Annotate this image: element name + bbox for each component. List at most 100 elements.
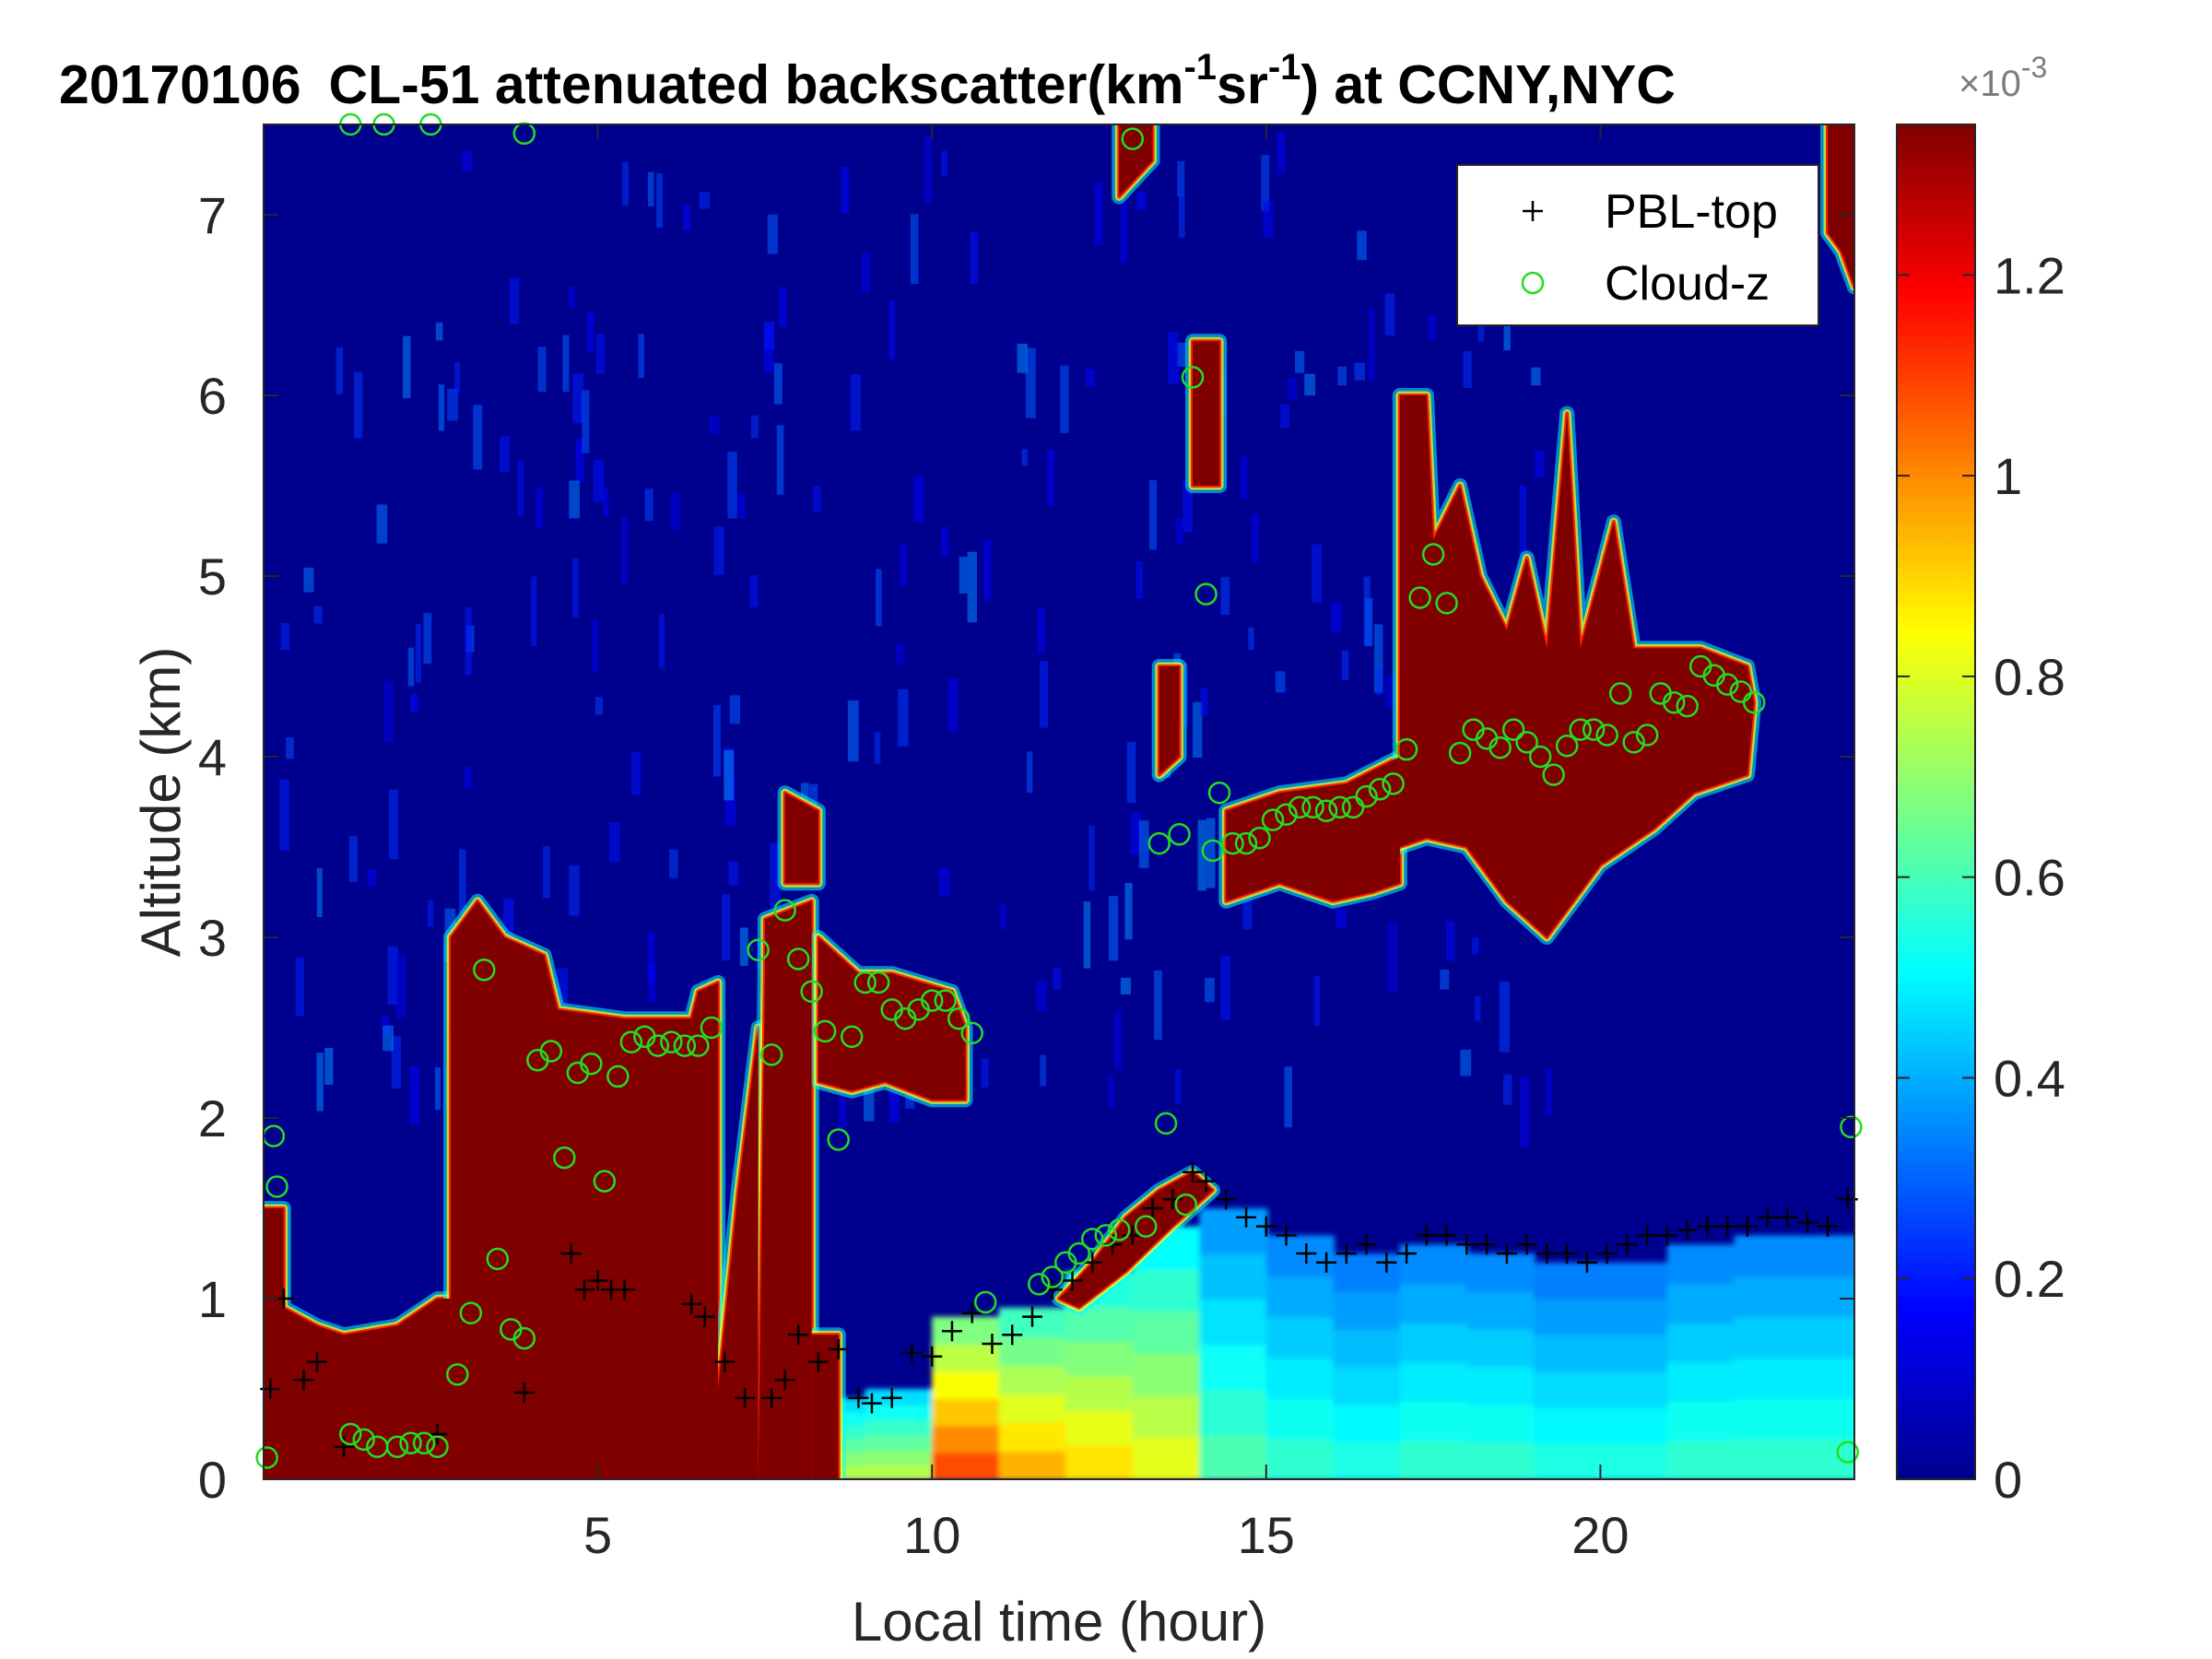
cloud-z-marker bbox=[399, 1431, 422, 1455]
cloud-z-marker bbox=[385, 1435, 409, 1458]
aerosol-cell bbox=[1333, 1441, 1402, 1479]
legend-pbl-marker bbox=[1523, 201, 1543, 221]
noise-streak bbox=[1503, 1074, 1512, 1105]
saturated-region bbox=[1828, 124, 1854, 288]
noise-streak bbox=[1037, 608, 1045, 654]
noise-streak bbox=[1503, 317, 1511, 351]
pbl-top-marker bbox=[1356, 1234, 1377, 1255]
cloud-z-marker bbox=[1207, 781, 1231, 805]
aerosol-cell bbox=[1734, 1235, 1803, 1277]
noise-streak bbox=[572, 373, 583, 424]
cloud-z-marker bbox=[352, 1428, 376, 1452]
aerosol-layer bbox=[798, 1208, 1854, 1479]
noise-streak bbox=[603, 488, 609, 518]
cloud-z-marker bbox=[1368, 778, 1392, 801]
cloud-z-marker bbox=[1328, 795, 1351, 819]
noise-streak bbox=[595, 334, 606, 375]
pbl-top-marker bbox=[1142, 1198, 1163, 1218]
cloud-z-marker bbox=[1569, 718, 1592, 741]
noise-streak bbox=[669, 849, 678, 878]
pbl-top-marker bbox=[1697, 1216, 1718, 1237]
aerosol-cell bbox=[1600, 1442, 1669, 1479]
pbl-top-marker bbox=[861, 1393, 882, 1414]
noise-streak bbox=[1248, 627, 1254, 651]
aerosol-cell bbox=[932, 1371, 1001, 1399]
noise-streak bbox=[983, 538, 992, 602]
aerosol-cell bbox=[865, 1464, 935, 1479]
saturated-region bbox=[784, 793, 818, 884]
noise-streak bbox=[280, 622, 290, 651]
noise-streak bbox=[1387, 922, 1398, 994]
cloud-z-marker bbox=[1595, 724, 1618, 747]
pbl-top-marker bbox=[982, 1334, 1003, 1354]
aerosol-cell bbox=[865, 1418, 935, 1435]
noise-streak bbox=[1136, 192, 1147, 210]
aerosol-cell bbox=[1199, 1299, 1268, 1345]
cloud-z-marker bbox=[1435, 592, 1458, 615]
noise-streak bbox=[924, 135, 933, 205]
aerosol-cell bbox=[1466, 1253, 1535, 1292]
cloud-z-marker bbox=[1840, 1115, 1863, 1139]
cloud-z-marker bbox=[1528, 745, 1552, 769]
noise-streak bbox=[586, 311, 594, 352]
noise-streak bbox=[1168, 332, 1180, 384]
noise-streak bbox=[1036, 981, 1047, 1011]
cloud-z-marker bbox=[1355, 784, 1378, 808]
pbl-top-marker bbox=[1617, 1234, 1638, 1255]
aerosol-cell bbox=[1132, 1268, 1202, 1312]
noise-streak bbox=[847, 700, 859, 762]
pbl-top-marker bbox=[901, 1342, 923, 1363]
cloud-z-marker bbox=[660, 1030, 683, 1053]
cloud-z-marker bbox=[1067, 1241, 1091, 1265]
noise-streak bbox=[592, 619, 598, 672]
y-tick-label: 4 bbox=[198, 728, 227, 786]
noise-streak bbox=[313, 606, 323, 624]
noise-streak bbox=[1108, 1074, 1115, 1108]
colorbar: 0 0.2 0.4 0.6 0.8 1 1.2 ×10-3 bbox=[1896, 51, 2065, 1509]
noise-streak bbox=[454, 361, 461, 394]
pbl-top-marker bbox=[1416, 1225, 1437, 1246]
noise-streak bbox=[409, 694, 418, 713]
noise-streak bbox=[593, 459, 605, 502]
title-end: ) at CCNY,NYC bbox=[1300, 54, 1676, 115]
noise-streak bbox=[434, 1066, 441, 1111]
pbl-top-marker bbox=[1557, 1243, 1578, 1264]
noise-streak bbox=[770, 842, 781, 912]
pbl-top-marker bbox=[681, 1293, 702, 1314]
noise-streak bbox=[1545, 1068, 1552, 1117]
aerosol-cell bbox=[1666, 1283, 1736, 1324]
cloud-z-marker bbox=[1168, 823, 1191, 846]
y-tick-label: 5 bbox=[198, 547, 227, 606]
aerosol-cell bbox=[1399, 1283, 1469, 1324]
pbl-top-marker bbox=[1757, 1206, 1778, 1228]
noise-streak bbox=[1083, 901, 1091, 969]
noise-streak bbox=[1026, 751, 1033, 794]
colorbar-multiplier-base: ×10 bbox=[1959, 64, 2021, 104]
noise-streak bbox=[813, 486, 821, 512]
noise-streak bbox=[464, 766, 472, 790]
aerosol-cell bbox=[1666, 1361, 1736, 1403]
noise-streak bbox=[1312, 544, 1323, 603]
noise-streak bbox=[295, 957, 304, 1017]
marker-layer bbox=[255, 112, 1863, 1469]
aerosol-cell bbox=[1466, 1366, 1535, 1406]
noise-streak bbox=[713, 526, 724, 575]
y-tick-label: 0 bbox=[198, 1451, 227, 1509]
noise-streak bbox=[959, 557, 968, 594]
cloud-z-marker bbox=[700, 1016, 724, 1040]
noise-streak bbox=[895, 642, 905, 665]
cloud-z-marker bbox=[1555, 734, 1579, 758]
pbl-top-marker bbox=[941, 1321, 962, 1342]
pbl-top-marker bbox=[1576, 1252, 1597, 1273]
cloud-z-marker bbox=[539, 1040, 563, 1063]
plot-frame bbox=[263, 124, 1855, 1480]
aerosol-cell bbox=[998, 1393, 1068, 1423]
aerosol-cell bbox=[1800, 1357, 1854, 1399]
cloud-z-marker bbox=[265, 1175, 288, 1198]
cloud-z-marker bbox=[947, 1006, 971, 1030]
cloud-z-marker bbox=[606, 1065, 629, 1088]
noise-streak bbox=[779, 287, 787, 327]
noise-streak bbox=[861, 253, 870, 293]
pbl-top-marker bbox=[1316, 1252, 1337, 1273]
aerosol-cell bbox=[1065, 1375, 1135, 1411]
